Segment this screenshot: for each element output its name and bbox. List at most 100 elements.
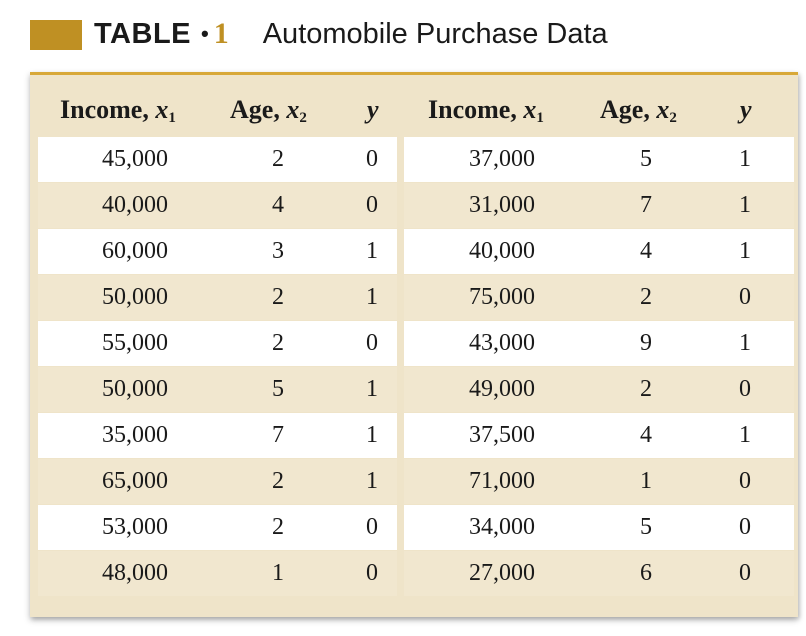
row-band-left (38, 183, 397, 228)
table-cell: 48,000 (102, 560, 168, 586)
table-cell: 1 (739, 330, 751, 356)
column-header-variable: x (286, 95, 300, 124)
table-cell: 0 (366, 146, 378, 172)
table-cell: 0 (366, 514, 378, 540)
table-cell: 31,000 (469, 192, 535, 218)
table-cell: 45,000 (102, 146, 168, 172)
table-cell: 2 (272, 514, 284, 540)
table-cell: 6 (640, 560, 652, 586)
column-header-variable: x (155, 95, 169, 124)
table-row: 40,000 4 0 31,000 7 1 (30, 183, 798, 228)
table-cell: 37,000 (469, 146, 535, 172)
table-cell: 0 (739, 284, 751, 310)
row-band-left (38, 367, 397, 412)
column-header-subscript: 1 (536, 110, 544, 126)
table-cell: 65,000 (102, 468, 168, 494)
row-band-right (404, 275, 794, 320)
table-row: 55,000 2 0 43,000 9 1 (30, 321, 798, 366)
table-cell: 4 (272, 192, 284, 218)
table-cell: 2 (640, 376, 652, 402)
table-cell: 7 (272, 422, 284, 448)
column-header-variable: x (656, 95, 670, 124)
row-band-left (38, 321, 397, 366)
table-cell: 1 (366, 284, 378, 310)
row-band-left (38, 551, 397, 596)
row-band-right (404, 229, 794, 274)
column-header-subscript: 2 (669, 110, 677, 126)
row-band-right (404, 459, 794, 504)
table-row: 45,000 2 0 37,000 5 1 (30, 137, 798, 182)
column-header-name: Age, (600, 95, 650, 124)
table-cell: 34,000 (469, 514, 535, 540)
table-cell: 0 (739, 514, 751, 540)
column-header: Income, x1 (60, 89, 176, 131)
table-cell: 55,000 (102, 330, 168, 356)
table-row: 60,000 3 1 40,000 4 1 (30, 229, 798, 274)
table-cell: 49,000 (469, 376, 535, 402)
table-cell: 4 (640, 238, 652, 264)
table-cell: 2 (272, 146, 284, 172)
table-cell: 1 (739, 146, 751, 172)
table-label: TABLE (94, 17, 192, 50)
row-band-left (38, 505, 397, 550)
column-header: Age, x2 (600, 89, 677, 131)
column-header-variable: y (740, 95, 752, 124)
table-cell: 1 (366, 468, 378, 494)
table-cell: 1 (739, 238, 751, 264)
table-cell: 50,000 (102, 284, 168, 310)
row-band-right (404, 367, 794, 412)
column-header: y (740, 89, 752, 131)
row-band-right (404, 413, 794, 458)
row-band-right (404, 505, 794, 550)
table-cell: 0 (739, 560, 751, 586)
table-cell: 40,000 (102, 192, 168, 218)
table-caption: TABLE • 1 Automobile Purchase Data (94, 14, 608, 54)
row-band-left (38, 413, 397, 458)
column-header-subscript: 2 (299, 110, 307, 126)
row-band-left (38, 229, 397, 274)
table-cell: 0 (739, 468, 751, 494)
table-cell: 1 (640, 468, 652, 494)
row-band-right (404, 321, 794, 366)
table-cell: 2 (272, 330, 284, 356)
table-row: 50,000 5 1 49,000 2 0 (30, 367, 798, 412)
table-cell: 75,000 (469, 284, 535, 310)
column-header-name: Age, (230, 95, 280, 124)
column-header-name: Income, (60, 95, 149, 124)
table-cell: 4 (640, 422, 652, 448)
row-band-right (404, 137, 794, 182)
table-cell: 1 (366, 238, 378, 264)
table-title: Automobile Purchase Data (262, 17, 608, 50)
column-header-variable: x (523, 95, 537, 124)
table-cell: 5 (640, 146, 652, 172)
table-label-bullet: • (201, 21, 209, 46)
table-cell: 1 (739, 192, 751, 218)
table-cell: 27,000 (469, 560, 535, 586)
table-cell: 40,000 (469, 238, 535, 264)
table-cell: 2 (640, 284, 652, 310)
table-cell: 53,000 (102, 514, 168, 540)
row-band-right (404, 183, 794, 228)
table-header-row: Income, x1 Age, x2 y Income, x1 Age, x2 y (30, 89, 798, 131)
table-row: 35,000 7 1 37,500 4 1 (30, 413, 798, 458)
table-row: 48,000 1 0 27,000 6 0 (30, 551, 798, 596)
column-header: Age, x2 (230, 89, 307, 131)
table-row: 53,000 2 0 34,000 5 0 (30, 505, 798, 550)
table-cell: 71,000 (469, 468, 535, 494)
table-cell: 0 (366, 330, 378, 356)
table-cell: 2 (272, 284, 284, 310)
column-header-name: Income, (428, 95, 517, 124)
table-cell: 1 (366, 376, 378, 402)
table-cell: 1 (739, 422, 751, 448)
table-row: 65,000 2 1 71,000 1 0 (30, 459, 798, 504)
table-cell: 5 (272, 376, 284, 402)
table-cell: 50,000 (102, 376, 168, 402)
table-cell: 5 (640, 514, 652, 540)
column-header: Income, x1 (428, 89, 544, 131)
table-cell: 35,000 (102, 422, 168, 448)
table-cell: 0 (366, 192, 378, 218)
table-number: 1 (213, 17, 229, 50)
row-band-left (38, 275, 397, 320)
table-cell: 9 (640, 330, 652, 356)
table-cell: 3 (272, 238, 284, 264)
